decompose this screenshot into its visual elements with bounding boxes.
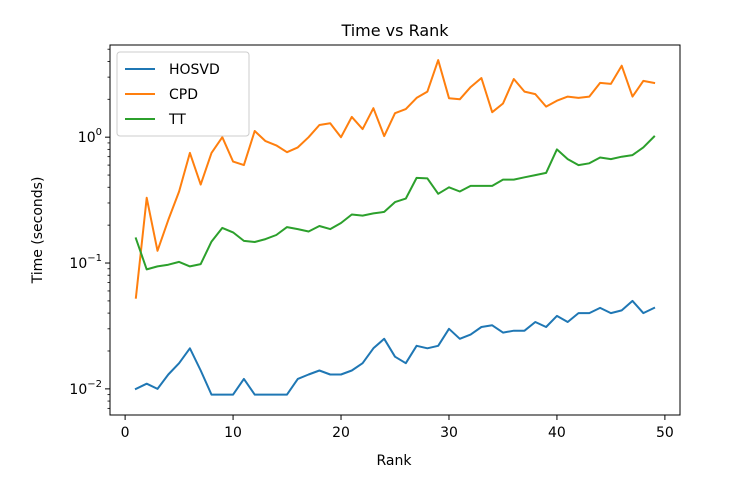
x-tick-label: 30 bbox=[440, 425, 458, 441]
axes-frame bbox=[109, 44, 681, 416]
y-tick-label: 100 bbox=[78, 127, 102, 146]
x-tick-label: 40 bbox=[548, 425, 566, 441]
plot-lines bbox=[134, 59, 656, 396]
y-tick-base: 10 bbox=[69, 256, 87, 272]
y-tick-base: 10 bbox=[69, 382, 87, 398]
legend-label-tt: TT bbox=[168, 112, 186, 128]
legend-label-cpd: CPD bbox=[169, 87, 198, 103]
y-tick-exponent: 0 bbox=[96, 127, 102, 138]
x-ticks: 0 10 20 30 40 50 bbox=[121, 415, 674, 441]
y-axis-label: Time (seconds) bbox=[30, 177, 46, 285]
y-tick-exponent: −2 bbox=[87, 379, 102, 390]
series-line-tt bbox=[134, 135, 656, 271]
legend-label-hosvd: HOSVD bbox=[169, 62, 220, 78]
y-tick-label: 10−2 bbox=[69, 379, 102, 398]
series-line-hosvd bbox=[134, 299, 656, 396]
x-axis-label: Rank bbox=[377, 453, 413, 469]
y-tick-label: 10−1 bbox=[69, 253, 102, 272]
x-tick-label: 10 bbox=[224, 425, 242, 441]
chart-title: Time vs Rank bbox=[340, 21, 449, 40]
series-line-cpd bbox=[134, 59, 656, 299]
x-tick-label: 50 bbox=[656, 425, 674, 441]
legend: HOSVD CPD TT bbox=[116, 51, 250, 137]
y-tick-base: 10 bbox=[78, 130, 96, 146]
y-tick-exponent: −1 bbox=[87, 253, 102, 264]
x-tick-label: 0 bbox=[121, 425, 130, 441]
legend-box bbox=[116, 51, 250, 137]
x-tick-label: 20 bbox=[332, 425, 350, 441]
